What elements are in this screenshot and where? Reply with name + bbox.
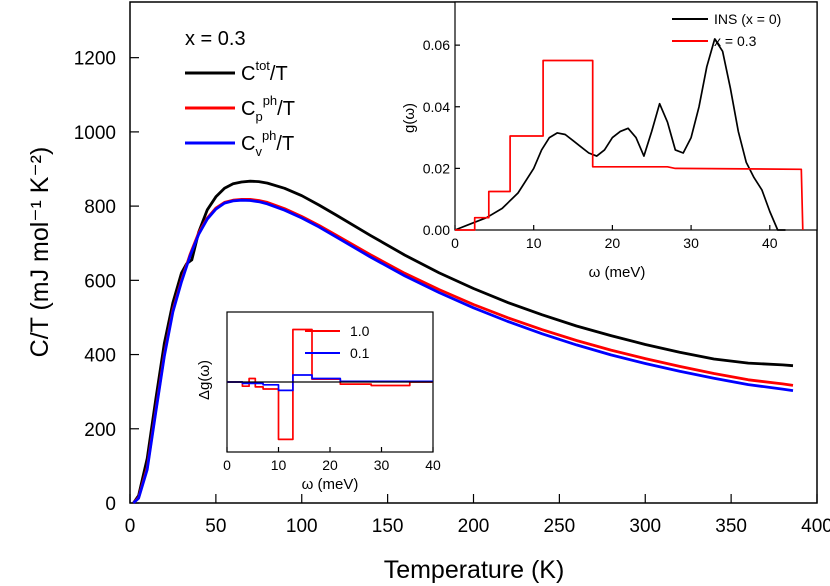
x-tick-label: 0	[125, 516, 136, 537]
series-line-cvph-t	[132, 198, 794, 505]
y-tick-label: 400	[84, 346, 116, 367]
x-tick-label: 20	[605, 235, 621, 251]
legend-label: INS (x = 0)	[714, 11, 781, 27]
y-tick-label: 0.06	[423, 37, 450, 53]
main-x-axis-title: Temperature (K)	[384, 556, 565, 584]
x-tick-label: 30	[374, 457, 390, 473]
legend-label: 0.1	[350, 345, 370, 361]
y-tick-label: 200	[84, 420, 116, 441]
legend-label: Cpph/T	[241, 93, 295, 124]
main-lines	[132, 179, 794, 505]
x-tick-label: 350	[715, 516, 747, 537]
y-tick-label: 0.04	[423, 99, 450, 115]
legend-label: 1.0	[350, 323, 370, 339]
inset-delta-x-axis-title: ω (meV)	[302, 476, 359, 493]
x-tick-label: 20	[322, 457, 338, 473]
x-tick-label: 40	[425, 457, 441, 473]
legend-label: x = 0.3	[714, 33, 757, 49]
x-tick-label: 10	[526, 235, 542, 251]
main-legend-title: x = 0.3	[185, 28, 246, 50]
x-tick-label: 30	[683, 235, 699, 251]
inset-dos-frame	[454, 1, 818, 231]
inset-dos-lines	[454, 38, 804, 231]
main-ticks: 0 50 100 150 200 250 300 350 4000200400600800100…	[74, 49, 830, 537]
main-legend: x = 0.3 Ctot/T Cpph/T Cvph/T	[185, 28, 295, 159]
x-tick-label: 0	[223, 457, 231, 473]
y-tick-label: 0.02	[423, 160, 450, 176]
x-tick-label: 100	[286, 516, 318, 537]
y-tick-label: 800	[84, 197, 116, 218]
x-tick-label: 250	[544, 516, 576, 537]
y-tick-label: 0.00	[423, 222, 450, 238]
x-tick-label: 150	[372, 516, 404, 537]
legend-label: Cvph/T	[241, 128, 294, 159]
series-line-0-1	[227, 374, 433, 392]
x-tick-label: 40	[762, 235, 778, 251]
series-line-ctot-t	[132, 179, 794, 504]
x-tick-label: 300	[629, 516, 661, 537]
inset-dos-legend: INS (x = 0) x = 0.3	[672, 11, 781, 49]
y-tick-label: 0	[105, 494, 116, 515]
y-tick-label: 1200	[74, 49, 116, 70]
inset-delta-y-axis-title: Δg(ω)	[196, 360, 213, 400]
series-line-x-0-3	[455, 59, 804, 231]
inset-delta-legend: 1.00.1	[305, 323, 370, 361]
inset-dos-ticks: 0 10 20 30 40 0.00 0.02 0.04 0.06	[423, 37, 778, 251]
y-tick-label: 1000	[74, 123, 116, 144]
x-tick-label: 50	[205, 516, 226, 537]
inset-dos-y-axis-title: g(ω)	[401, 103, 418, 133]
legend-label: Ctot/T	[241, 58, 288, 85]
y-tick-label: 600	[84, 271, 116, 292]
inset-delta-lines	[227, 328, 433, 441]
x-tick-label: 0	[451, 235, 459, 251]
series-line-ins-x-0-	[454, 38, 786, 231]
inset-delta-ticks: 0 10 20 30 40	[223, 447, 441, 473]
x-tick-label: 200	[458, 516, 490, 537]
main-y-axis-title: C/T (mJ mol⁻¹ K⁻²)	[26, 147, 54, 358]
x-tick-label: 400	[801, 516, 830, 537]
inset-dos-background	[455, 2, 817, 230]
inset-dos-x-axis-title: ω (meV)	[589, 264, 646, 281]
x-tick-label: 10	[271, 457, 287, 473]
